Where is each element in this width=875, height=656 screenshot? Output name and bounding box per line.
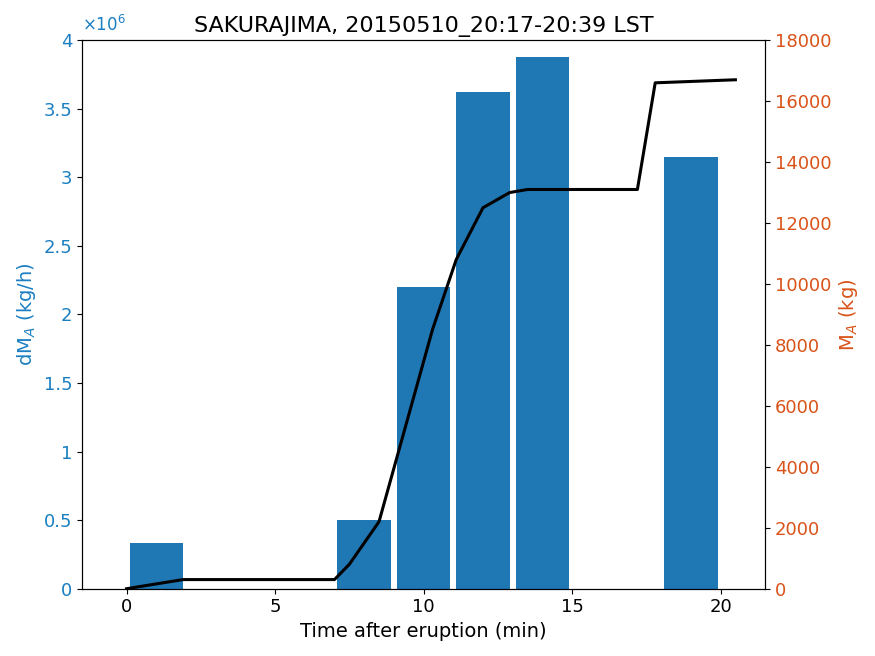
X-axis label: Time after eruption (min): Time after eruption (min) — [300, 622, 547, 641]
Title: SAKURAJIMA, 20150510_20:17-20:39 LST: SAKURAJIMA, 20150510_20:17-20:39 LST — [193, 16, 654, 37]
Bar — [130, 543, 183, 588]
Y-axis label: dM$_A$ (kg/h): dM$_A$ (kg/h) — [15, 262, 38, 366]
Y-axis label: M$_A$ (kg): M$_A$ (kg) — [837, 278, 860, 350]
Bar — [515, 56, 569, 588]
Bar — [338, 520, 391, 588]
Bar — [397, 287, 451, 588]
Bar — [664, 157, 718, 588]
Text: $\times 10^6$: $\times 10^6$ — [82, 14, 126, 35]
Bar — [456, 92, 510, 588]
